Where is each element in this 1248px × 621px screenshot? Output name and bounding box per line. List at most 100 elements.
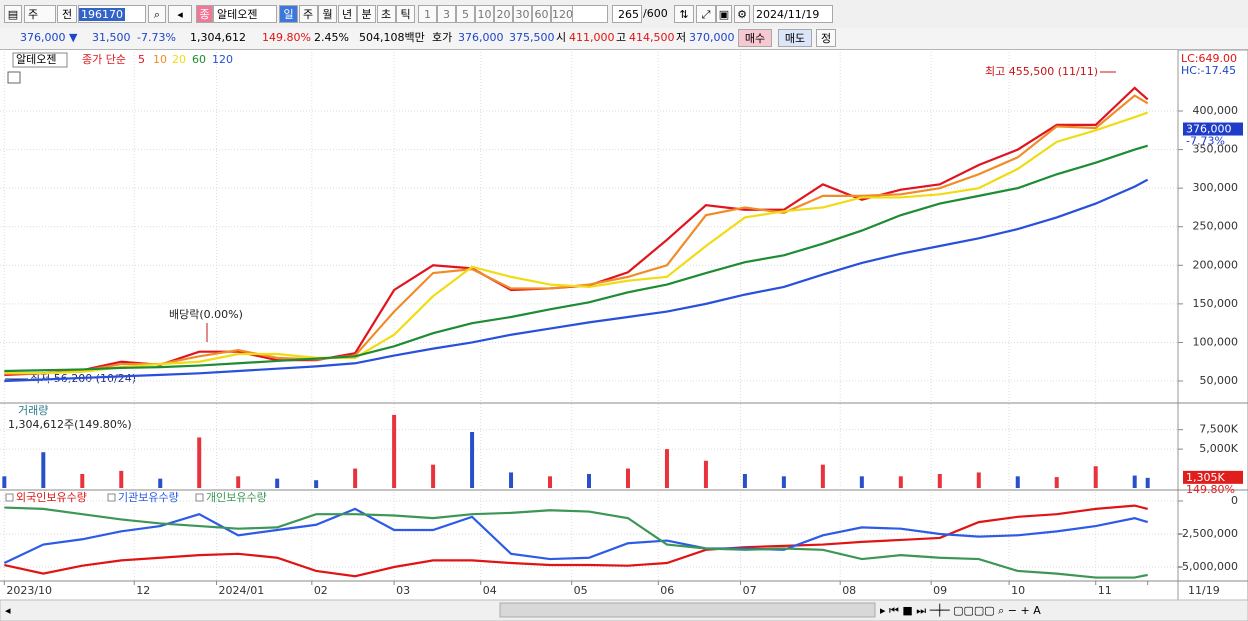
legend-prefix: 종가 단순 <box>82 53 126 66</box>
buy-button[interactable]: 매수 <box>738 29 772 47</box>
series-line <box>4 504 1148 578</box>
open: 411,000 <box>569 31 615 44</box>
y-tick-label: 150,000 <box>1193 297 1239 310</box>
y-tick-label: -2,500,000 <box>1178 527 1238 540</box>
ask: 376,000 <box>458 31 504 44</box>
sound-icon[interactable]: ◂ <box>168 5 192 23</box>
legend-entry: 20 <box>172 53 186 66</box>
hoga-label: 호가 <box>432 31 453 44</box>
series-line <box>4 144 1148 373</box>
hc-label: HC:-17.45 <box>1181 64 1236 77</box>
chart-bg <box>0 50 1248 621</box>
interval-button[interactable]: 120 <box>551 5 573 23</box>
legend-swatch <box>5 493 14 502</box>
sell-button[interactable]: 매도 <box>778 29 812 47</box>
menu-icon[interactable]: ▤ <box>4 5 22 23</box>
chart: ◂ ▸ ⏮ ■ ⏭ ─┼─ ▢▢▢▢ ⌕ − + A 알테오젠 종가 단순 LC… <box>0 50 1248 621</box>
range-select[interactable]: 전 <box>57 5 77 23</box>
x-tick-label: 11 <box>1098 584 1112 597</box>
interval-button[interactable]: 30 <box>513 5 532 23</box>
y-tick-label: 7,500K <box>1199 423 1238 436</box>
x-tick-label: 06 <box>660 584 674 597</box>
y-tick-label: 0 <box>1231 494 1238 507</box>
save-icon[interactable]: ▣ <box>716 5 732 23</box>
change-pct: -7.73% <box>137 31 176 44</box>
legend-entry: 외국인보유수량 <box>16 491 87 504</box>
series-line <box>3 507 1149 565</box>
date-input[interactable]: 2024/11/19 <box>753 5 833 23</box>
market-select[interactable]: 주 <box>24 5 56 23</box>
settings-icon[interactable]: ⚙ <box>734 5 750 23</box>
volume-bar <box>820 464 825 488</box>
legend-entry: 개인보유수량 <box>206 491 267 504</box>
y-tick-label: 5,000K <box>1199 442 1238 455</box>
y-tick-label: 250,000 <box>1193 220 1239 233</box>
last-value-tag <box>1183 122 1243 136</box>
scroll-thumb[interactable] <box>499 602 876 618</box>
series-line <box>4 506 1148 579</box>
volume-bar <box>742 474 747 488</box>
flat-button[interactable]: 정 <box>816 29 836 47</box>
price: 376,000 ▼ <box>20 31 78 44</box>
volume-bar <box>976 472 981 488</box>
count-max: /600 <box>643 7 668 20</box>
volume-bar <box>1132 475 1137 488</box>
interval-button[interactable]: 1 <box>418 5 437 23</box>
search-icon[interactable]: ⌕ <box>148 5 166 23</box>
period-button[interactable]: 년 <box>337 5 357 23</box>
interval-button[interactable]: 10 <box>475 5 494 23</box>
interval-button[interactable]: 5 <box>456 5 475 23</box>
x-tick-label: 11/19 <box>1188 584 1220 597</box>
tool-icon[interactable]: ⇅ <box>674 5 694 23</box>
last-value-label: 376,000 <box>1186 123 1232 136</box>
last-sub-label: 149.80% <box>1186 483 1235 496</box>
tool-icon[interactable]: ⤢ <box>696 5 716 23</box>
scroll-controls[interactable]: ▸ ⏮ ■ ⏭ ─┼─ ▢▢▢▢ ⌕ − + A <box>880 603 1041 617</box>
volume-title: 거래량 <box>18 404 48 417</box>
title-box <box>12 52 68 68</box>
blank-select[interactable] <box>572 5 608 23</box>
table-icon[interactable] <box>7 71 21 84</box>
period-button[interactable]: 분 <box>357 5 376 23</box>
volume-subtitle: 1,304,612주(149.80%) <box>8 418 132 431</box>
y-tick-label: -5,000,000 <box>1178 560 1238 573</box>
interval-button[interactable]: 20 <box>494 5 513 23</box>
y-tick-label: 300,000 <box>1193 181 1239 194</box>
count-input[interactable]: 265 <box>612 5 642 23</box>
volume-bar <box>703 460 708 488</box>
x-tick-label: 03 <box>396 584 410 597</box>
code-text: 196170 <box>79 8 125 21</box>
volume-bar <box>898 476 903 488</box>
lc-label: LC:649.00 <box>1181 52 1237 65</box>
volume-bar <box>431 464 436 488</box>
period-button[interactable]: 틱 <box>396 5 415 23</box>
high: 414,500 <box>629 31 675 44</box>
x-tick-label: 04 <box>483 584 497 597</box>
y-tick-label: 100,000 <box>1193 335 1239 348</box>
volume: 1,304,612 <box>190 31 246 44</box>
interval-button[interactable]: 60 <box>532 5 551 23</box>
amount: 504,108백만 <box>359 31 425 44</box>
badge: 종 <box>196 5 213 23</box>
volume-bar <box>1015 476 1020 488</box>
legend-entry: 60 <box>192 53 206 66</box>
x-tick-label: 10 <box>1011 584 1025 597</box>
scroll-left[interactable]: ◂ <box>5 604 11 617</box>
x-tick-label: 08 <box>842 584 856 597</box>
legend-swatch <box>195 493 204 502</box>
period-button[interactable]: 일 <box>279 5 298 23</box>
period-button[interactable]: 월 <box>318 5 337 23</box>
x-tick-label: 2023/10 <box>6 584 52 597</box>
quote-bar: 376,000 ▼ 31,500 -7.73% 1,304,612 149.80… <box>0 28 1248 50</box>
period-button[interactable]: 초 <box>376 5 396 23</box>
x-tick-label: 02 <box>314 584 328 597</box>
code-input[interactable]: 196170 <box>78 5 146 23</box>
period-button[interactable]: 주 <box>298 5 318 23</box>
bid: 375,500 <box>509 31 555 44</box>
interval-button[interactable]: 3 <box>437 5 456 23</box>
volume-bar <box>158 478 163 488</box>
low-label: 저 <box>676 31 687 44</box>
series-line <box>4 111 1149 375</box>
series-line <box>4 178 1149 383</box>
